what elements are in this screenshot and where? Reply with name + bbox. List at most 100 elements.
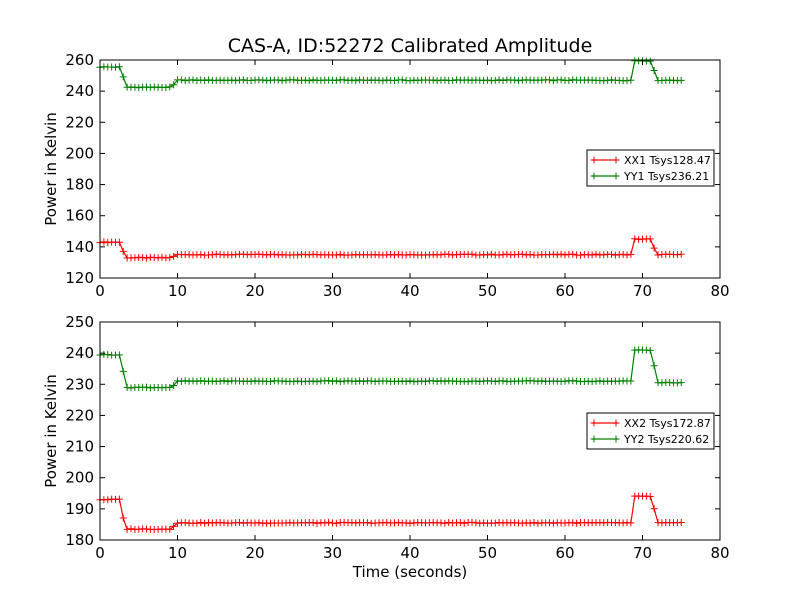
data-point-marker [557,76,565,84]
data-point-marker [646,57,654,65]
data-point-marker [119,514,127,522]
y-tick-label: 180 [65,176,94,194]
data-point-marker [115,63,123,71]
x-axis-label: Time (seconds) [352,563,468,581]
y-tick-label: 220 [65,406,94,424]
legend-label: YY2 Tsys220.62 [623,433,709,446]
x-tick-label: 70 [633,282,652,300]
data-point-marker [143,254,150,262]
data-point-marker [181,77,189,85]
data-point-marker [170,381,178,389]
data-point-marker [294,251,302,259]
x-tick-label: 60 [555,282,574,300]
legend: XX2 Tsys172.87 YY2 Tsys220.62 [586,412,715,450]
data-point-marker [139,253,147,261]
data-point-marker [177,76,185,84]
data-point-marker [127,525,135,533]
legend: XX1 Tsys128.47 YY1 Tsys236.21 [586,149,715,187]
data-point-marker [677,379,685,387]
x-tick-label: 30 [323,544,342,562]
data-point-marker [650,362,658,370]
x-tick-label: 80 [710,544,729,562]
data-point-marker [352,377,360,385]
data-point-marker [546,76,553,84]
data-point-marker [360,377,367,385]
x-tick-label: 40 [400,544,419,562]
x-tick-label: 70 [633,544,652,562]
data-point-marker [224,378,232,386]
legend-label: XX2 Tsys172.87 [624,417,711,430]
data-point-marker [205,76,212,84]
data-point-marker [592,250,600,258]
data-point-marker [340,76,348,84]
y-tick-label: 240 [65,82,94,100]
data-point-marker [526,251,534,259]
data-point-marker [332,377,340,385]
y-tick-label: 180 [65,531,94,549]
series-2-xx2 [96,492,685,533]
data-point-marker [166,254,174,262]
data-point-marker [646,493,654,501]
data-point-marker [677,250,685,258]
data-point-marker [189,76,197,84]
data-point-marker [294,377,302,385]
data-point-marker [569,519,577,527]
legend-marker [612,156,620,164]
data-point-marker [170,522,178,530]
data-point-marker [449,76,457,84]
data-point-marker [402,377,410,385]
x-tick-label: 10 [168,544,187,562]
subplot-1: 0 10 20 30 40 50 60 70 80 120 140 160 180 200 220 240 26… [42,51,730,300]
y-tick-label: 120 [65,269,94,287]
data-point-marker [201,77,209,85]
legend-label: XX1 Tsys128.47 [624,154,711,167]
data-point-marker [468,250,476,258]
data-point-marker [352,77,360,85]
data-point-marker [220,377,228,385]
data-point-marker [557,250,565,258]
data-point-marker [115,495,123,503]
data-point-marker [166,525,174,533]
legend-marker [612,419,620,427]
data-point-marker [115,238,123,246]
data-point-marker [464,378,472,386]
legend-marker [590,156,598,164]
data-point-marker [309,76,317,84]
data-point-marker [197,518,205,526]
legend-box [586,149,715,187]
data-point-marker [332,251,340,259]
data-point-marker [290,377,298,385]
x-tick-label: 40 [400,282,419,300]
x-tick-label: 60 [555,544,574,562]
data-point-marker [577,251,584,259]
data-point-marker [623,251,631,259]
y-tick-label: 240 [65,344,94,362]
x-tick-label: 50 [478,282,497,300]
x-tick-label: 0 [95,544,105,562]
y-tick-label: 140 [65,238,94,256]
series-2-yy2 [96,346,685,392]
data-point-marker [619,250,627,258]
data-point-marker [677,518,685,526]
data-point-marker [596,377,604,385]
data-point-marker [255,519,263,527]
data-point-marker [491,519,499,527]
data-point-marker [216,377,224,385]
data-point-marker [499,377,507,385]
data-point-marker [313,378,321,386]
figure-title: CAS-A, ID:52272 Calibrated Amplitude [228,35,593,57]
x-tick-label: 10 [168,282,187,300]
series-1-yy1 [96,57,685,92]
legend-marker [590,419,598,427]
data-point-marker [332,76,340,84]
legend-marker [590,435,598,443]
data-point-marker [441,519,449,527]
data-point-marker [573,519,581,527]
data-point-marker [348,76,356,84]
data-point-marker [119,73,127,81]
data-point-marker [549,77,557,85]
plots-group: 0 10 20 30 40 50 60 70 8012014016018020022024026… [42,51,730,581]
data-point-marker [565,77,573,85]
data-point-marker [239,76,247,84]
x-tick-label: 30 [323,282,342,300]
